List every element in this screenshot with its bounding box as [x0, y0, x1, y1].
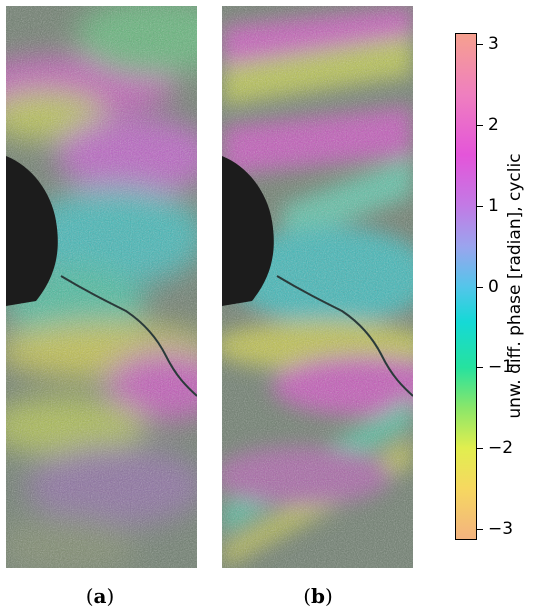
colorbar-tick-label: −3	[488, 518, 514, 539]
colorbar-tick-label: 3	[488, 34, 499, 55]
colorbar-tick-label: −2	[488, 437, 514, 458]
colorbar-tick	[477, 125, 483, 127]
panel-label-a: (a)	[85, 584, 115, 608]
colorbar-tick-label: 2	[488, 115, 499, 136]
colorbar-tick	[477, 286, 483, 288]
colorbar-tick	[477, 205, 483, 207]
colorbar-tick-label: 0	[488, 276, 499, 297]
colorbar-tick-label: −1	[488, 357, 514, 378]
interferogram-b-image	[222, 6, 413, 568]
colorbar-tick	[477, 447, 483, 449]
dark-lake-region	[222, 156, 274, 306]
colorbar-label: unw. diff. phase [radian], cyclic	[505, 153, 525, 419]
interferogram-panel-b	[222, 6, 413, 568]
colorbar-tick	[477, 44, 483, 46]
interferogram-panel-a	[6, 6, 197, 568]
interferogram-a-image	[6, 6, 197, 568]
panel-label-b: (b)	[303, 584, 333, 608]
colorbar-tick-label: 1	[488, 195, 499, 216]
dark-lake-region	[6, 156, 58, 306]
colorbar-tick	[477, 367, 483, 369]
colorbar-tick	[477, 528, 483, 530]
phase-colorbar	[455, 33, 477, 540]
